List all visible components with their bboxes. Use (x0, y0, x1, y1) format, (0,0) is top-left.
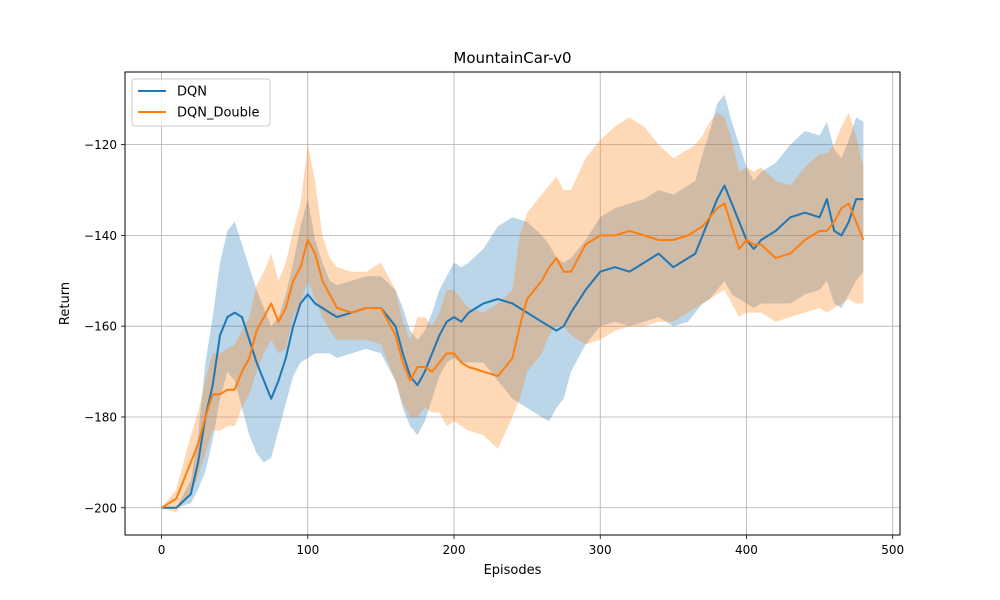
chart-title: MountainCar-v0 (453, 49, 571, 67)
band-dqn (161, 94, 864, 508)
y-tick-label: −200 (84, 501, 117, 515)
axis-ticks: 0 100 200 300 400 500 −200 −180 −160 −140 −120 (84, 138, 904, 557)
x-tick-label: 100 (296, 543, 319, 557)
legend-label-dqn: DQN (177, 85, 207, 100)
x-tick-label: 200 (443, 543, 466, 557)
x-tick-label: 400 (735, 543, 758, 557)
line-dqn (161, 184, 864, 509)
y-tick-label: −160 (84, 320, 117, 334)
series-lines (161, 184, 865, 509)
confidence-bands (161, 94, 864, 513)
legend-box (131, 78, 271, 127)
y-tick-label: −180 (84, 410, 117, 424)
line-dqn-double (161, 202, 865, 509)
y-axis-label: Return (58, 282, 73, 325)
plot-frame (124, 71, 901, 536)
x-tick-label: 300 (589, 543, 612, 557)
x-tick-label: 0 (158, 543, 166, 557)
band-dqn-double (161, 112, 864, 513)
x-axis-label: Episodes (484, 563, 542, 578)
legend-label-dqn-double: DQN_Double (177, 106, 260, 121)
grid-layer (125, 72, 900, 535)
legend: DQN DQN_Double (131, 78, 271, 127)
y-tick-label: −140 (84, 229, 117, 243)
x-tick-label: 500 (881, 543, 904, 557)
y-tick-label: −120 (84, 138, 117, 152)
